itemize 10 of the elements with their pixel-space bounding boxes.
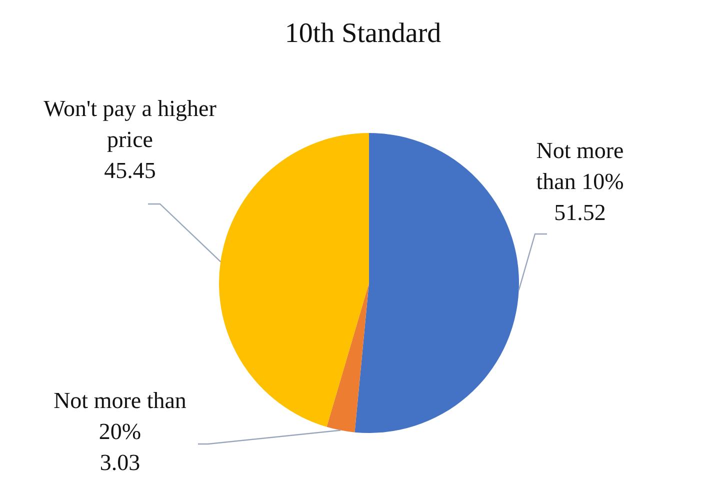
data-label: 3.03 bbox=[100, 450, 140, 475]
data-label: 45.45 bbox=[104, 158, 156, 183]
pie-slice bbox=[219, 133, 369, 427]
pie-slice bbox=[354, 133, 519, 433]
data-label: 51.52 bbox=[554, 200, 606, 225]
slice-label: Not more than 20% bbox=[54, 388, 187, 444]
chart-title: 10th Standard bbox=[284, 18, 442, 50]
slice-label: Won't pay a higher price bbox=[44, 96, 217, 152]
pie-slice bbox=[326, 283, 369, 432]
slice-label: Not more than 10% bbox=[536, 138, 624, 194]
